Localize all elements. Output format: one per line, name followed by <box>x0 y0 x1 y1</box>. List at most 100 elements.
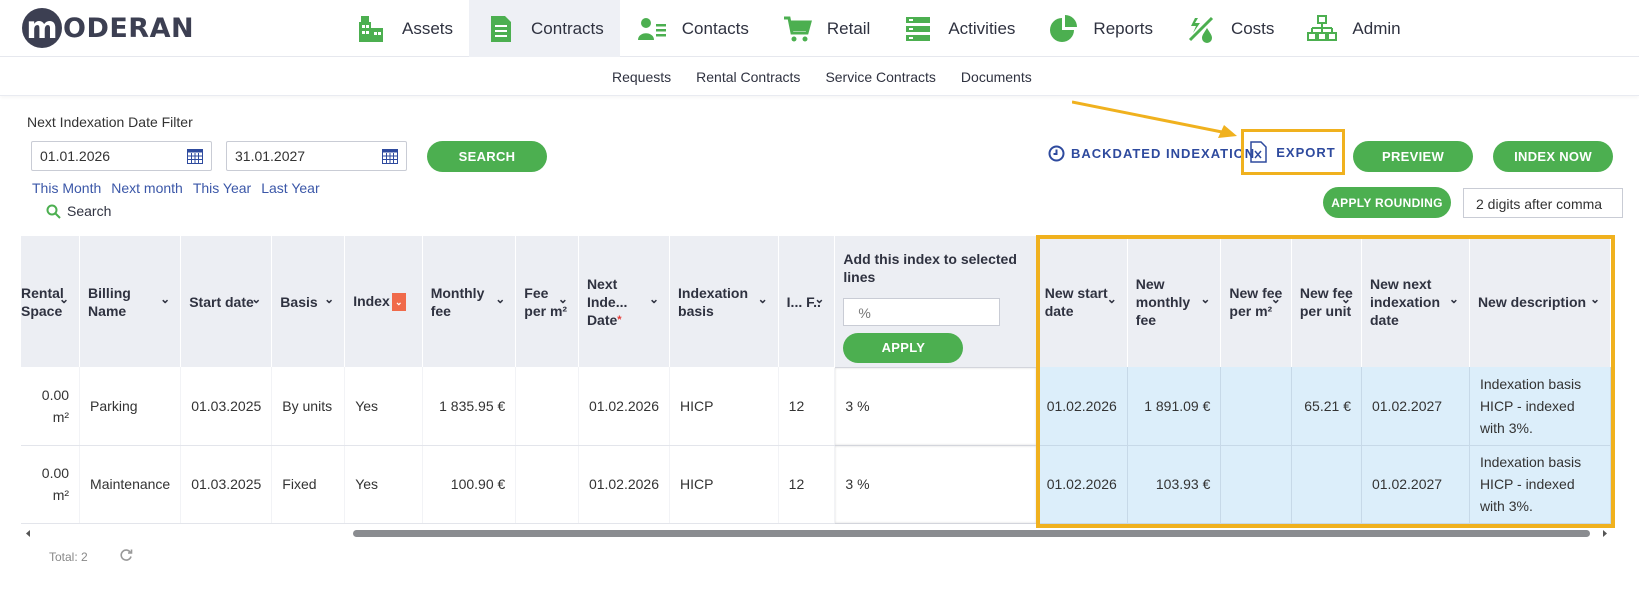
cell-next-index-date: 01.02.2026 <box>578 445 671 524</box>
document-icon <box>485 13 517 45</box>
col-new-monthly-fee[interactable]: New monthly fee ⌄ <box>1127 236 1222 367</box>
cell-start-date: 01.03.2025 <box>180 367 273 446</box>
nav-contacts[interactable]: Contacts <box>620 0 765 57</box>
table-row[interactable]: 0.00 m² Maintenance 01.03.2025 Fixed Yes… <box>21 444 1612 524</box>
col-start-date[interactable]: Start date ⌄ <box>180 236 273 367</box>
cell-new-fee-per-unit[interactable]: 65.21 € <box>1291 367 1362 446</box>
col-basis[interactable]: Basis ⌄ <box>271 236 346 367</box>
col-new-fee-per-m2[interactable]: New fee per m² ⌄ <box>1220 236 1292 367</box>
quick-this-year[interactable]: This Year <box>192 180 252 196</box>
cell-new-monthly-fee[interactable]: 1 891.09 € <box>1127 367 1222 446</box>
date-to-input[interactable]: 31.01.2027 <box>226 141 407 171</box>
apply-rounding-button[interactable]: APPLY ROUNDING <box>1323 187 1451 218</box>
chevron-down-icon[interactable]: ⌄ <box>58 291 70 306</box>
chevron-down-icon[interactable]: ⌄ <box>814 291 825 306</box>
nav-retail[interactable]: Retail <box>765 0 886 57</box>
cell-new-next-index-date[interactable]: 01.02.2027 <box>1361 367 1470 446</box>
cell-new-start-date[interactable]: 01.02.2026 <box>1036 445 1128 524</box>
col-new-description[interactable]: New description ⌄ <box>1469 236 1612 367</box>
col-monthly-fee[interactable]: Monthly fee ⌄ <box>422 236 517 367</box>
top-navigation: m ODERAN Assets Contracts Contacts Reta <box>0 0 1639 57</box>
chevron-down-icon[interactable]: ⌄ <box>757 291 768 306</box>
chevron-down-icon[interactable]: ⌄ <box>648 291 660 306</box>
header-label: Basis <box>280 293 318 310</box>
quick-date-links: This Month Next month This Year Last Yea… <box>32 180 330 196</box>
cell-new-fee-per-m2[interactable] <box>1220 367 1292 446</box>
date-from-value: 01.01.2026 <box>40 148 111 164</box>
table-row[interactable]: 0.00 m² Parking 01.03.2025 By units Yes … <box>21 366 1612 446</box>
cell-rental-space: 0.00 m² <box>21 367 81 446</box>
horizontal-scrollbar[interactable] <box>21 529 1610 538</box>
calendar-icon[interactable] <box>187 149 203 164</box>
apply-index-button[interactable]: APPLY <box>843 332 964 363</box>
cell-new-description[interactable]: Indexation basis HICP - indexed with 3%. <box>1469 445 1612 524</box>
chevron-down-icon[interactable]: ⌄ <box>557 291 568 306</box>
cell-new-fee-per-unit[interactable] <box>1291 445 1362 524</box>
header-label: New monthly fee <box>1135 275 1191 328</box>
cell-add-index-input[interactable]: 3 % <box>834 444 1037 524</box>
col-new-next-index-date[interactable]: New next indexation date ⌄ <box>1361 236 1470 367</box>
cell-new-description[interactable]: Indexation basis HICP - indexed with 3%. <box>1469 367 1612 446</box>
subnav-rental-contracts[interactable]: Rental Contracts <box>696 69 801 85</box>
calendar-icon[interactable] <box>382 149 398 164</box>
cell-add-index-input[interactable]: 3 % <box>834 366 1037 446</box>
advanced-search-link[interactable]: Search <box>46 203 111 219</box>
cell-new-start-date[interactable]: 01.02.2026 <box>1036 367 1128 446</box>
col-indexation-basis[interactable]: Indexation basis ⌄ <box>669 236 779 367</box>
nav-reports[interactable]: Reports <box>1031 0 1169 57</box>
chevron-down-icon[interactable]: ⌄ <box>1340 291 1351 306</box>
col-index[interactable]: Index ⌄ <box>344 236 423 367</box>
nav-label: Contracts <box>531 18 604 38</box>
cell-new-fee-per-m2[interactable] <box>1220 445 1292 524</box>
preview-button[interactable]: PREVIEW <box>1353 141 1473 172</box>
index-now-button[interactable]: INDEX NOW <box>1493 141 1613 172</box>
date-from-input[interactable]: 01.01.2026 <box>31 141 212 171</box>
chevron-down-icon[interactable]: ⌄ <box>324 291 335 306</box>
header-label: Rental Space <box>21 284 64 319</box>
search-icon <box>46 204 61 219</box>
col-fee-per-m2[interactable]: Fee per m² ⌄ <box>515 236 579 367</box>
export-button[interactable]: EXPORT <box>1250 141 1335 163</box>
chevron-down-icon[interactable]: ⌄ <box>1200 291 1211 306</box>
subnav-requests[interactable]: Requests <box>612 69 672 85</box>
col-new-start-date[interactable]: New start date ⌄ <box>1036 236 1128 367</box>
quick-next-month[interactable]: Next month <box>111 180 183 196</box>
nav-admin[interactable]: Admin <box>1290 0 1416 57</box>
main-nav: Assets Contracts Contacts Retail Activit… <box>340 0 1417 57</box>
col-billing-name[interactable]: Billing Name ⌄ <box>79 236 182 367</box>
subnav-service-contracts[interactable]: Service Contracts <box>825 69 936 85</box>
chevron-down-icon[interactable]: ⌄ <box>1270 291 1281 306</box>
filter-active-icon[interactable]: ⌄ <box>391 293 406 312</box>
logo[interactable]: m ODERAN <box>22 7 194 49</box>
nav-activities[interactable]: Activities <box>886 0 1031 57</box>
chevron-down-icon[interactable]: ⌄ <box>495 291 506 306</box>
quick-last-year[interactable]: Last Year <box>261 180 320 196</box>
backdated-indexation-button[interactable]: BACKDATED INDEXATION <box>1048 145 1255 162</box>
refresh-icon[interactable] <box>119 548 133 562</box>
chevron-down-icon[interactable]: ⌄ <box>1589 291 1600 306</box>
scrollbar-thumb[interactable] <box>353 530 1590 537</box>
chevron-down-icon[interactable]: ⌄ <box>1106 291 1117 306</box>
rounding-select[interactable]: 2 digits after comma <box>1463 188 1623 218</box>
col-next-index-date[interactable]: Next Inde... Date* ⌄ <box>578 236 671 367</box>
nav-contracts[interactable]: Contracts <box>469 0 620 57</box>
nav-costs[interactable]: Costs <box>1169 0 1290 57</box>
col-i-f[interactable]: I... F.. ⌄ <box>778 236 836 367</box>
header-label: I... F.. <box>786 293 821 310</box>
chevron-down-icon[interactable]: ⌄ <box>251 291 262 306</box>
scroll-right-icon[interactable] <box>1601 529 1609 538</box>
search-button[interactable]: SEARCH <box>427 141 547 172</box>
scroll-left-icon[interactable] <box>24 529 32 538</box>
nav-assets[interactable]: Assets <box>340 0 469 57</box>
cell-new-monthly-fee[interactable]: 103.93 € <box>1127 445 1222 524</box>
chevron-down-icon[interactable]: ⌄ <box>160 291 171 306</box>
chevron-down-icon[interactable]: ⌄ <box>1448 291 1459 306</box>
col-rental-space[interactable]: Rental Space ⌄ <box>21 236 81 367</box>
subnav-documents[interactable]: Documents <box>960 69 1032 85</box>
col-new-fee-per-unit[interactable]: New fee per unit ⌄ <box>1291 236 1362 367</box>
quick-this-month[interactable]: This Month <box>32 180 102 196</box>
export-highlight: EXPORT <box>1241 129 1345 175</box>
cell-new-next-index-date[interactable]: 01.02.2027 <box>1361 445 1470 524</box>
cell-fee-per-m2 <box>515 367 579 446</box>
add-index-input[interactable]: % <box>843 297 1001 326</box>
